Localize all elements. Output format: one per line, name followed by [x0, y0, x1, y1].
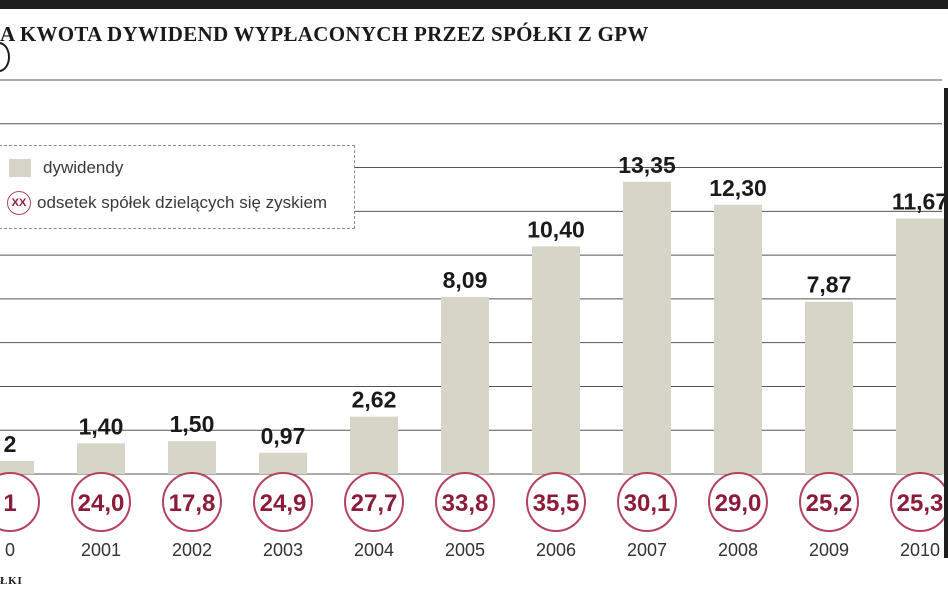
share-value-label: 17,8 — [169, 490, 216, 517]
share-value-label: 25,3 — [897, 490, 944, 517]
bar — [714, 204, 762, 474]
share-circle — [162, 472, 222, 532]
legend-circle-icon: XX — [7, 191, 31, 215]
bar-value-label: 11,67 — [892, 189, 948, 215]
legend: dywidendy XX odsetek spółek dzielących s… — [0, 145, 355, 229]
right-edge-rule — [944, 88, 948, 558]
bar-value-label: 0,97 — [261, 423, 306, 449]
source-note: ŁKI — [0, 575, 23, 587]
x-tick-label: 0 — [5, 540, 15, 560]
bar-value-label: 8,09 — [443, 267, 488, 293]
share-value-label: 1 — [3, 490, 16, 517]
bar-value-label: 2 — [4, 431, 17, 457]
top-rule — [0, 0, 948, 9]
share-value-label: 30,1 — [624, 490, 671, 517]
bar — [441, 296, 489, 474]
chart-title: A KWOTA DYWIDEND WYPŁACONYCH PRZEZ SPÓŁK… — [0, 22, 649, 46]
x-tick-label: 2004 — [354, 540, 394, 560]
share-circle — [253, 472, 313, 532]
x-tick-label: 2010 — [900, 540, 940, 560]
share-value-label: 29,0 — [715, 490, 762, 517]
share-circle — [71, 472, 131, 532]
share-circle — [708, 472, 768, 532]
share-circle — [890, 472, 948, 532]
share-circle — [0, 472, 40, 532]
bar-value-label: 7,87 — [807, 272, 852, 298]
share-value-label: 35,5 — [533, 490, 580, 517]
share-circle — [435, 472, 495, 532]
legend-swatch-dividends — [9, 159, 31, 177]
bar-value-label: 12,30 — [709, 175, 767, 201]
bar — [623, 181, 671, 475]
bar — [805, 301, 853, 474]
share-value-label: 33,8 — [442, 490, 489, 517]
x-tick-label: 2002 — [172, 540, 212, 560]
share-value-label: 25,2 — [806, 490, 853, 517]
bar — [350, 416, 398, 474]
share-circle — [799, 472, 859, 532]
legend-label-share: odsetek spółek dzielących się zyskiem — [37, 193, 328, 212]
x-tick-label: 2008 — [718, 540, 758, 560]
bar-value-label: 1,50 — [170, 411, 215, 437]
share-value-label: 27,7 — [351, 490, 398, 517]
legend-item-dividends: dywidendy — [7, 158, 123, 178]
x-tick-label: 2005 — [445, 540, 485, 560]
share-circle — [344, 472, 404, 532]
bar-value-label: 13,35 — [618, 152, 676, 178]
bar — [77, 443, 125, 474]
bar — [168, 441, 216, 474]
x-tick-label: 2009 — [809, 540, 849, 560]
bar — [0, 461, 34, 474]
x-tick-label: 2006 — [536, 540, 576, 560]
bar — [532, 246, 580, 474]
share-circle — [617, 472, 677, 532]
x-tick-label: 2003 — [263, 540, 303, 560]
bar-value-label: 2,62 — [352, 387, 397, 413]
share-circle — [526, 472, 586, 532]
x-tick-label: 2001 — [81, 540, 121, 560]
x-tick-label: 2007 — [627, 540, 667, 560]
bar-value-label: 1,40 — [79, 413, 124, 439]
bar — [259, 452, 307, 474]
legend-label-dividends: dywidendy — [43, 158, 124, 177]
bar-value-label: 10,40 — [527, 216, 585, 242]
share-value-label: 24,0 — [78, 490, 125, 517]
bar — [896, 218, 944, 474]
share-value-label: 24,9 — [260, 490, 307, 517]
title-area: A KWOTA DYWIDEND WYPŁACONYCH PRZEZ SPÓŁK… — [0, 0, 948, 80]
legend-item-share: XX odsetek spółek dzielących się zyskiem — [7, 191, 327, 215]
